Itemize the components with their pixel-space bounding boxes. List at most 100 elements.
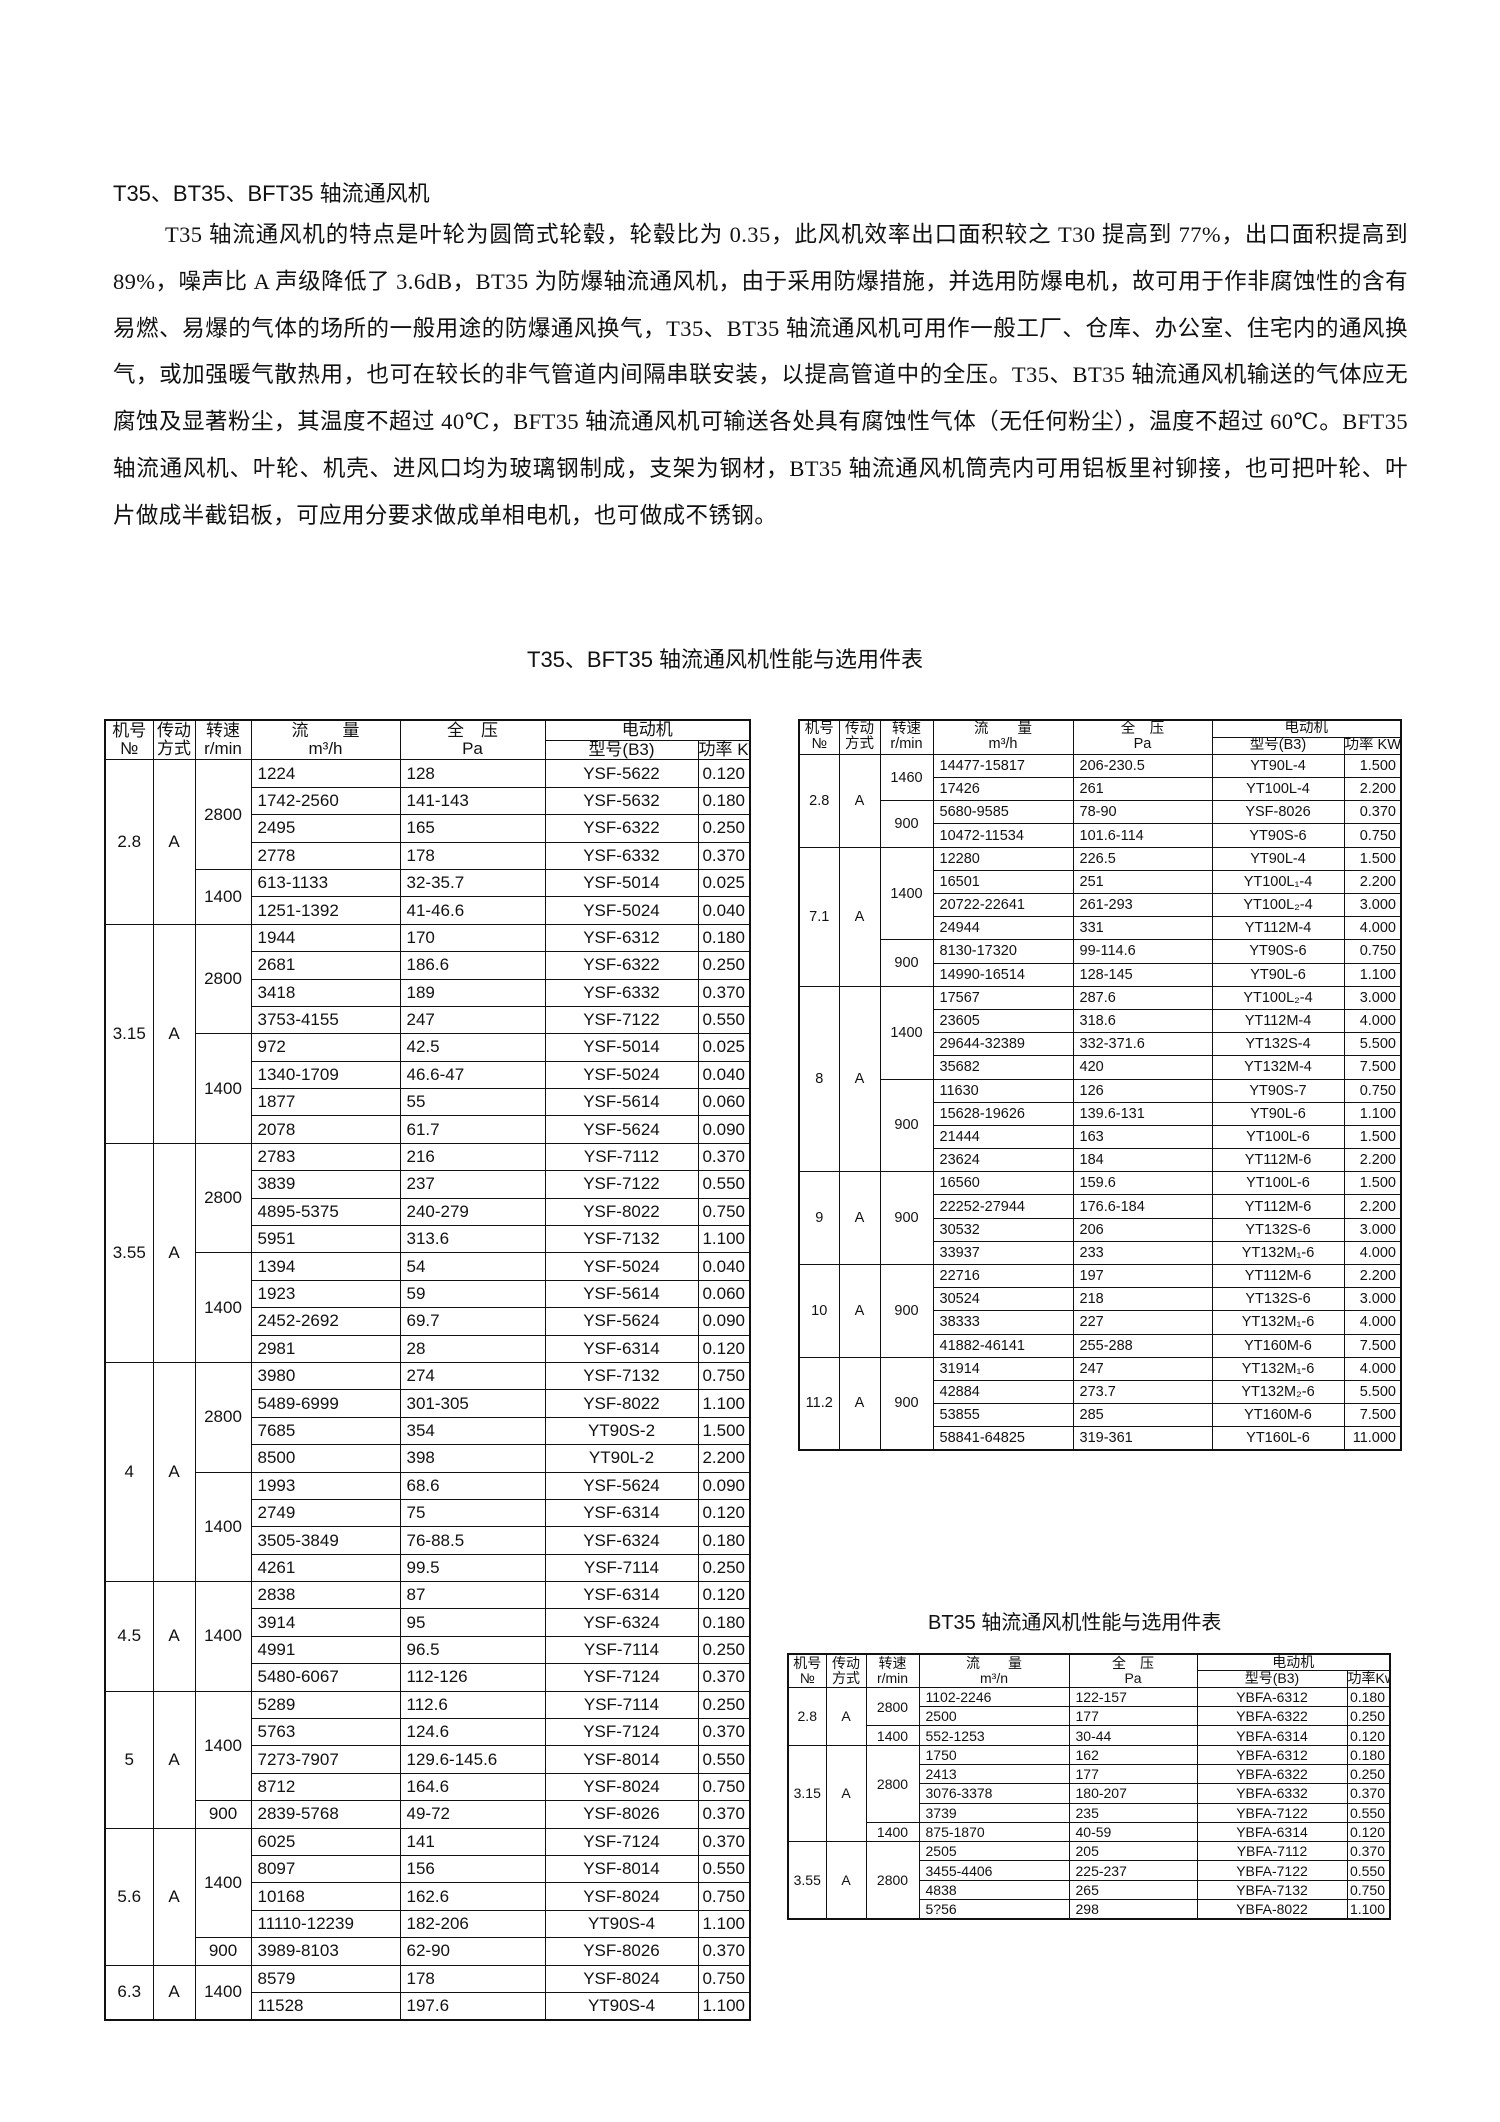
motor-power-cell: 0.120 — [697, 759, 751, 788]
pressure-cell: 227 — [1072, 1310, 1213, 1335]
pressure-cell: 177 — [1068, 1706, 1198, 1727]
header-no-label: 机号 — [793, 1654, 822, 1671]
motor-model-cell: YSF-6324 — [544, 1526, 699, 1555]
header-motor: 电动机 — [1196, 1653, 1391, 1672]
motor-model-cell: YT90S-7 — [1211, 1078, 1345, 1103]
fan-number-cell: 3.55 — [787, 1841, 827, 1920]
flow-cell: 1923 — [250, 1279, 401, 1309]
fan-number-cell: 3.55 — [104, 1142, 154, 1363]
pressure-cell: 170 — [399, 923, 546, 953]
motor-model-cell: YSF-7124 — [544, 1718, 699, 1747]
pressure-cell: 237 — [399, 1170, 546, 1199]
table-row: 7273-7907 129.6-145.6 YSF-8014 0.550 — [105, 1745, 751, 1774]
motor-model-cell: YSF-8014 — [544, 1745, 699, 1774]
header-speed: 转速 r/min — [879, 719, 934, 755]
motor-power-cell: 0.180 — [1346, 1686, 1391, 1708]
motor-model-cell: YSF-8022 — [544, 1197, 699, 1227]
motor-power-cell: 1.500 — [1343, 1124, 1402, 1150]
fan-number-cell: 4.5 — [104, 1581, 154, 1692]
motor-power-cell: 0.370 — [697, 1937, 751, 1966]
motor-model-cell: YT90S-6 — [1211, 939, 1345, 964]
pressure-cell: 206 — [1072, 1217, 1213, 1242]
flow-cell: 10472-11534 — [932, 823, 1074, 848]
fan-number-cell: 6.3 — [104, 1964, 154, 2021]
motor-power-cell: 0.180 — [1346, 1744, 1391, 1765]
motor-power-cell: 4.000 — [1343, 916, 1402, 941]
table-row: 900 5680-9585 78-90 YSF-8026 0.370 — [799, 800, 1402, 848]
flow-cell: 7273-7907 — [250, 1745, 401, 1774]
flow-cell: 30532 — [932, 1217, 1074, 1242]
pressure-cell: 78-90 — [1072, 800, 1213, 825]
header-row: 机号 № 传动 方式 转速 r/min 流 量 m³/n 全 压 Pa 电动机 — [787, 1653, 1391, 1688]
speed-cell: 900 — [879, 1078, 934, 1173]
table-row: 8712 164.6 YSF-8024 0.750 — [105, 1772, 751, 1802]
pressure-cell: 164.6 — [399, 1772, 546, 1802]
table-row: 8097 156 YSF-8014 0.550 — [105, 1854, 751, 1884]
motor-power-cell: 0.550 — [1346, 1802, 1391, 1823]
header-flow-label: 流 量 — [291, 720, 360, 740]
header-no-unit: № — [811, 736, 828, 753]
drive-type-cell: A — [838, 1264, 881, 1358]
flow-cell: 11630 — [932, 1078, 1074, 1103]
header-speed-unit: r/min — [876, 1669, 909, 1686]
table1-title: T35、BFT35 轴流通风机性能与选用件表 — [527, 647, 924, 672]
pressure-cell: 101.6-114 — [1072, 823, 1213, 848]
table-row: 1251-1392 41-46.6 YSF-5024 0.040 — [105, 896, 751, 925]
motor-power-cell: 1.100 — [697, 1225, 751, 1254]
pressure-cell: 301-305 — [399, 1389, 546, 1418]
header-speed-label: 转速 — [878, 1654, 907, 1671]
flow-cell: 1750 — [918, 1744, 1070, 1765]
motor-model-cell: YSF-7112 — [544, 1142, 699, 1172]
motor-power-cell: 0.370 — [1346, 1783, 1391, 1804]
header-drive-unit: 方式 — [845, 736, 874, 753]
motor-power-cell: 1.500 — [1343, 1171, 1402, 1196]
pressure-cell: 139.6-131 — [1072, 1101, 1213, 1126]
motor-model-cell: YSF-7124 — [544, 1827, 699, 1857]
motor-model-cell: YT160M-6 — [1211, 1403, 1345, 1428]
header-motor: 电动机 — [544, 719, 751, 741]
flow-cell: 5?56 — [918, 1899, 1070, 1920]
header-flow-label: 流 量 — [966, 1654, 1022, 1671]
motor-power-cell: 1.500 — [1343, 753, 1402, 779]
header-drive-label: 传动 — [845, 720, 874, 737]
motor-model-cell: YBFA-7122 — [1196, 1860, 1348, 1881]
pressure-cell: 298 — [1068, 1899, 1198, 1920]
flow-cell: 31914 — [932, 1356, 1074, 1381]
motor-model-cell: YT112M-4 — [1211, 916, 1345, 941]
table-row: 1742-2560 141-143 YSF-5632 0.180 — [105, 786, 751, 816]
fan-number-cell: 4 — [104, 1361, 154, 1583]
pressure-cell: 75 — [399, 1498, 546, 1528]
table-row: 35682 420 YT132M-4 7.500 — [799, 1055, 1402, 1080]
header-pressure-label: 全 压 — [1120, 720, 1165, 737]
flow-cell: 21444 — [932, 1124, 1074, 1150]
flow-cell: 8097 — [250, 1854, 401, 1884]
pressure-cell: 141 — [399, 1827, 546, 1857]
motor-power-cell: 0.025 — [697, 868, 751, 898]
motor-power-cell: 0.120 — [697, 1334, 751, 1363]
speed-cell: 1400 — [865, 1821, 920, 1843]
speed-cell: 1400 — [194, 1471, 252, 1583]
pressure-cell: 177 — [1068, 1763, 1198, 1785]
pressure-cell: 247 — [1072, 1356, 1213, 1381]
pressure-cell: 233 — [1072, 1240, 1213, 1266]
motor-power-cell: 0.250 — [697, 814, 751, 843]
motor-model-cell: YSF-5024 — [544, 1060, 699, 1090]
motor-power-cell: 0.250 — [697, 1690, 751, 1720]
flow-cell: 8500 — [250, 1444, 401, 1473]
flow-cell: 2505 — [918, 1841, 1070, 1862]
motor-power-cell: 0.550 — [697, 1005, 751, 1035]
table3-title: BT35 轴流通风机性能与选用件表 — [928, 1612, 1222, 1634]
table-row: 17426 261 YT100L-4 2.200 — [799, 777, 1402, 802]
motor-model-cell: YT90L-4 — [1211, 846, 1345, 871]
flow-cell: 2778 — [250, 841, 401, 870]
pressure-cell: 331 — [1072, 916, 1213, 941]
drive-type-cell: A — [825, 1686, 867, 1746]
motor-power-cell: 4.000 — [1343, 1356, 1402, 1381]
pressure-cell: 126 — [1072, 1078, 1213, 1103]
drive-type-cell: A — [152, 923, 196, 1144]
drive-type-cell: A — [838, 1356, 881, 1451]
motor-power-cell: 0.370 — [697, 841, 751, 870]
motor-power-cell: 0.180 — [697, 786, 751, 816]
motor-model-cell: YSF-8026 — [544, 1800, 699, 1829]
